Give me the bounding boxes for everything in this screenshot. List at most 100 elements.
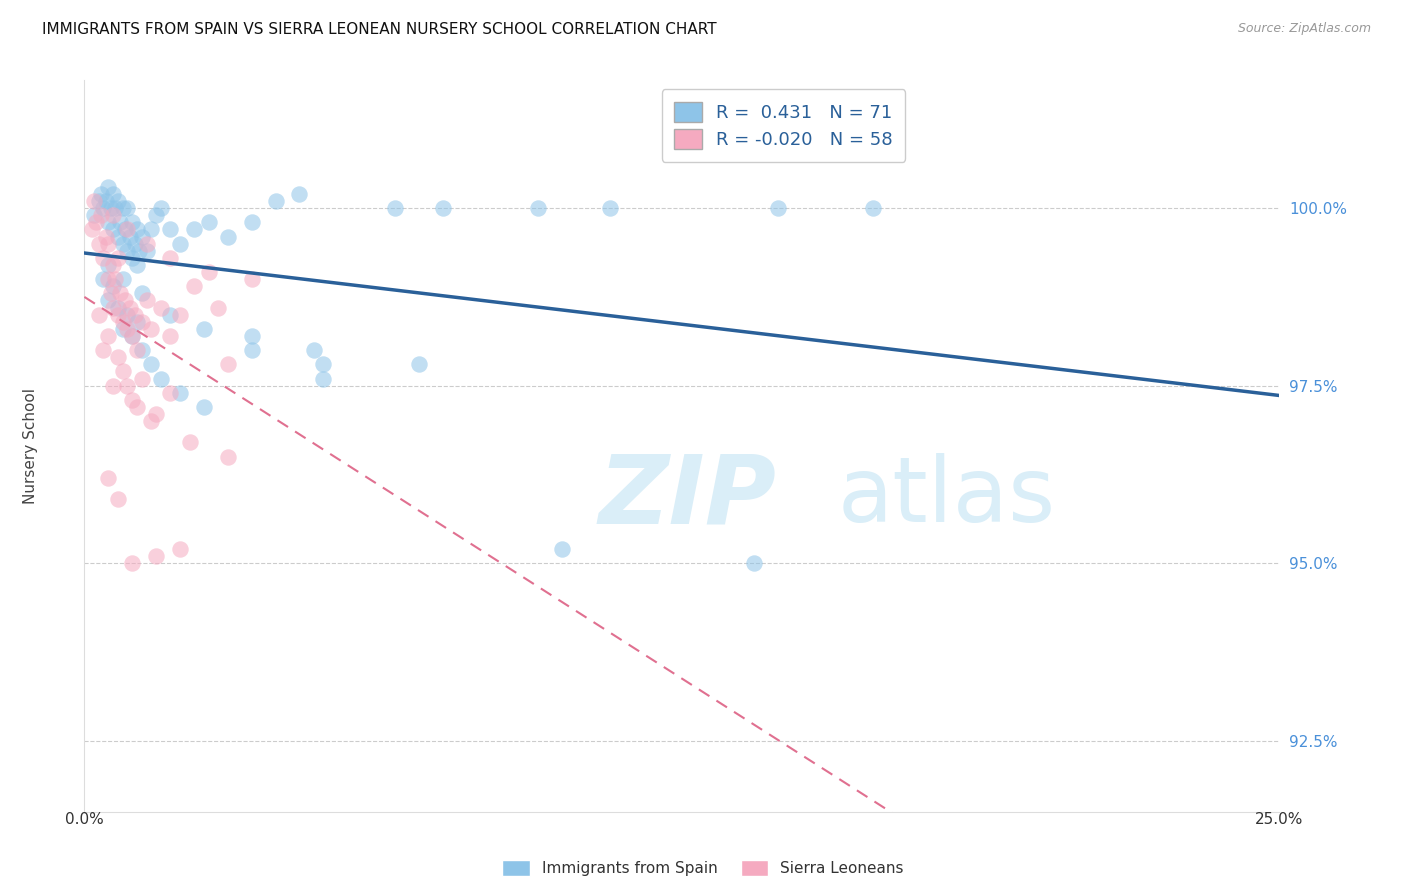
Point xyxy=(121,392,143,407)
Point xyxy=(141,357,163,371)
Point xyxy=(217,450,239,464)
Point xyxy=(432,201,454,215)
Point xyxy=(80,222,103,236)
Text: Source: ZipAtlas.com: Source: ZipAtlas.com xyxy=(1237,22,1371,36)
Point xyxy=(110,215,132,229)
Point xyxy=(107,251,129,265)
Point xyxy=(159,385,181,400)
Point xyxy=(302,343,325,358)
Point xyxy=(83,194,105,208)
Point xyxy=(104,201,127,215)
Point xyxy=(135,244,157,258)
Point xyxy=(131,229,153,244)
Point xyxy=(197,215,219,229)
Text: 0.0%: 0.0% xyxy=(65,812,104,827)
Point xyxy=(159,329,181,343)
Legend: Immigrants from Spain, Sierra Leoneans: Immigrants from Spain, Sierra Leoneans xyxy=(496,855,910,882)
Point xyxy=(159,222,181,236)
Point xyxy=(135,236,157,251)
Point xyxy=(94,194,117,208)
Point xyxy=(131,315,153,329)
Point xyxy=(121,215,143,229)
Point xyxy=(149,301,172,315)
Point xyxy=(217,229,239,244)
Point xyxy=(94,229,117,244)
Point xyxy=(141,414,163,428)
Point xyxy=(107,194,129,208)
Point xyxy=(159,308,181,322)
Point xyxy=(599,201,621,215)
Point xyxy=(207,301,229,315)
Point xyxy=(384,201,406,215)
Point xyxy=(100,286,122,301)
Point xyxy=(288,186,311,201)
Point xyxy=(742,556,765,570)
Point xyxy=(141,322,163,336)
Point xyxy=(217,357,239,371)
Point xyxy=(117,222,139,236)
Point xyxy=(145,407,167,421)
Point xyxy=(169,236,191,251)
Point xyxy=(93,201,115,215)
Point xyxy=(114,222,136,236)
Point xyxy=(118,301,141,315)
Point xyxy=(183,222,205,236)
Point xyxy=(125,400,148,414)
Point xyxy=(100,201,122,215)
Point xyxy=(111,315,134,329)
Point xyxy=(862,201,884,215)
Point xyxy=(169,308,191,322)
Point xyxy=(131,286,153,301)
Point xyxy=(149,371,172,385)
Point xyxy=(87,194,110,208)
Point xyxy=(101,258,124,272)
Point xyxy=(125,343,148,358)
Point xyxy=(131,343,153,358)
Point xyxy=(118,229,141,244)
Text: 25.0%: 25.0% xyxy=(1256,812,1303,827)
Point xyxy=(145,208,167,222)
Text: Nursery School: Nursery School xyxy=(22,388,38,504)
Point xyxy=(131,371,153,385)
Point xyxy=(183,279,205,293)
Point xyxy=(111,364,134,378)
Point xyxy=(93,343,115,358)
Point xyxy=(240,215,263,229)
Point xyxy=(125,258,148,272)
Point xyxy=(86,215,108,229)
Point xyxy=(107,350,129,364)
Point xyxy=(101,301,124,315)
Point xyxy=(408,357,430,371)
Text: ZIP: ZIP xyxy=(599,450,776,544)
Point xyxy=(159,251,181,265)
Point xyxy=(107,308,129,322)
Point xyxy=(117,244,139,258)
Point xyxy=(141,222,163,236)
Point xyxy=(145,549,167,563)
Point xyxy=(240,343,263,358)
Point xyxy=(128,244,150,258)
Point xyxy=(107,301,129,315)
Point xyxy=(114,293,136,308)
Point xyxy=(124,236,146,251)
Point xyxy=(101,222,124,236)
Point xyxy=(97,258,120,272)
Point xyxy=(766,201,789,215)
Point xyxy=(125,222,148,236)
Point xyxy=(97,293,120,308)
Point xyxy=(111,272,134,286)
Text: atlas: atlas xyxy=(838,453,1056,541)
Point xyxy=(93,272,115,286)
Point xyxy=(90,186,112,201)
Point xyxy=(107,229,129,244)
Point xyxy=(97,179,120,194)
Point xyxy=(97,471,120,485)
Point xyxy=(90,208,112,222)
Point xyxy=(97,329,120,343)
Point xyxy=(97,272,120,286)
Point xyxy=(169,541,191,556)
Point xyxy=(117,201,139,215)
Point xyxy=(121,251,143,265)
Point xyxy=(83,208,105,222)
Point xyxy=(149,201,172,215)
